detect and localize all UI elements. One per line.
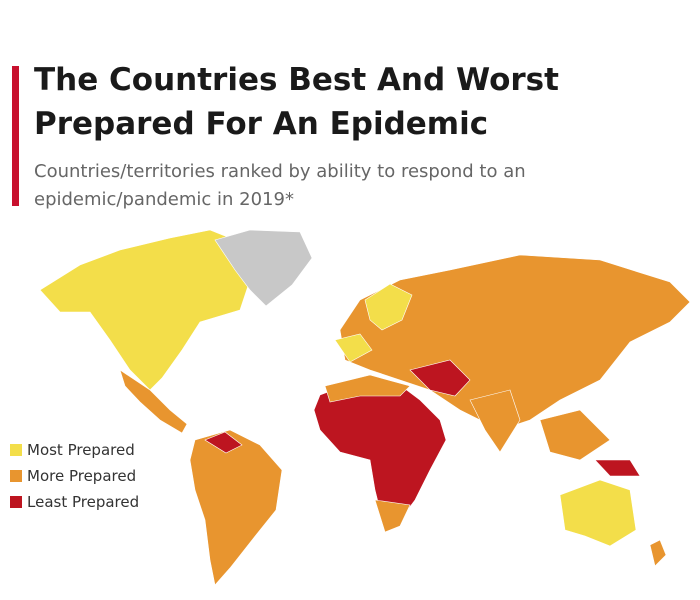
venezuela <box>204 431 243 454</box>
subtitle: Countries/territories ranked by ability … <box>34 161 526 210</box>
legend-item: Most Prepared <box>10 437 139 463</box>
north-america <box>39 229 251 391</box>
western-europe <box>334 333 373 363</box>
legend-swatch <box>10 444 22 456</box>
central-america <box>119 369 188 434</box>
greenland <box>214 229 313 307</box>
middle-east <box>409 359 471 397</box>
southeast-asia <box>539 409 611 461</box>
north-africa <box>324 374 411 403</box>
legend-label: Most Prepared <box>27 441 135 459</box>
legend-label: More Prepared <box>27 467 137 485</box>
papua <box>594 459 641 477</box>
legend-label: Least Prepared <box>27 493 140 511</box>
legend-item: Least Prepared <box>10 489 139 515</box>
australia <box>559 479 637 547</box>
india <box>469 389 521 453</box>
title: The Countries Best And Worst Prepared Fo… <box>34 62 559 142</box>
south-america <box>189 429 283 586</box>
accent-bar <box>12 66 19 206</box>
legend-swatch <box>10 470 22 482</box>
new-zealand <box>649 539 667 567</box>
legend: Most Prepared More Prepared Least Prepared <box>10 437 139 515</box>
legend-swatch <box>10 496 22 508</box>
south-africa <box>374 499 411 533</box>
legend-item: More Prepared <box>10 463 139 489</box>
scandinavia <box>364 283 413 331</box>
